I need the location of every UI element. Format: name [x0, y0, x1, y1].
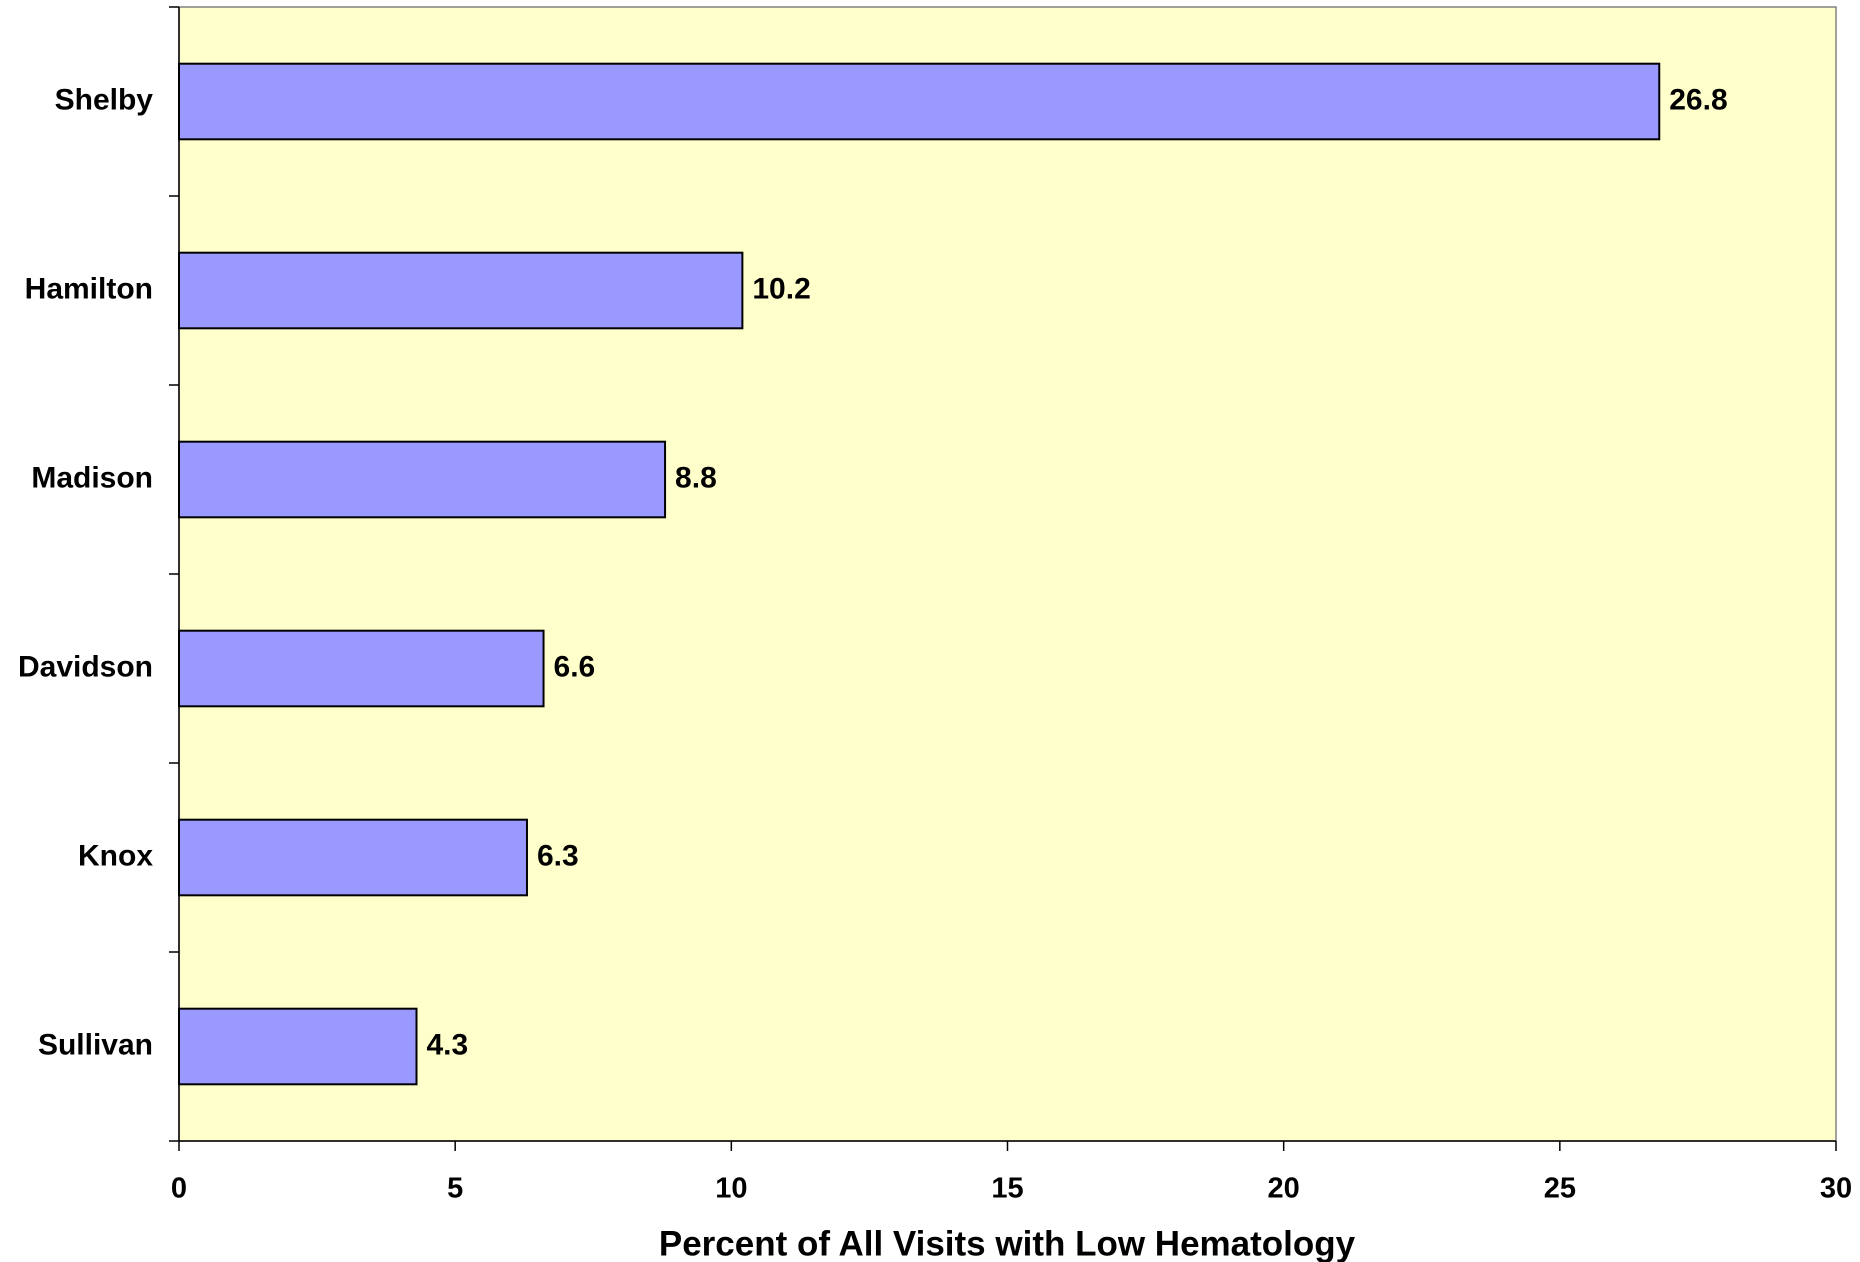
plot-area	[178, 6, 1837, 1142]
y-tick-label: Shelby	[55, 83, 154, 116]
x-tick-label: 10	[715, 1173, 747, 1205]
bar	[178, 629, 545, 708]
value-label: 8.8	[675, 461, 717, 494]
bar	[178, 440, 667, 519]
value-label: 6.3	[537, 839, 579, 872]
value-label: 26.8	[1669, 83, 1727, 116]
x-axis-title: Percent of All Visits with Low Hematolog…	[659, 1224, 1356, 1262]
x-tick-label: 25	[1544, 1173, 1576, 1205]
x-tick-label: 20	[1268, 1173, 1300, 1205]
y-tick-label: Madison	[31, 461, 153, 494]
value-label: 4.3	[427, 1028, 469, 1061]
value-label: 6.6	[554, 650, 596, 683]
x-tick-label: 5	[447, 1173, 463, 1205]
y-tick-label: Knox	[78, 839, 153, 872]
value-label: 10.2	[752, 272, 810, 305]
bar	[178, 62, 1661, 141]
y-tick-label: Hamilton	[25, 272, 153, 305]
bar	[178, 251, 744, 330]
y-tick-label: Davidson	[18, 650, 153, 683]
x-tick-label: 30	[1820, 1173, 1852, 1205]
y-tick-label: Sullivan	[38, 1028, 153, 1061]
x-tick-label: 0	[171, 1173, 187, 1205]
bar	[178, 818, 528, 897]
x-tick-label: 15	[991, 1173, 1023, 1205]
bar	[178, 1007, 418, 1086]
